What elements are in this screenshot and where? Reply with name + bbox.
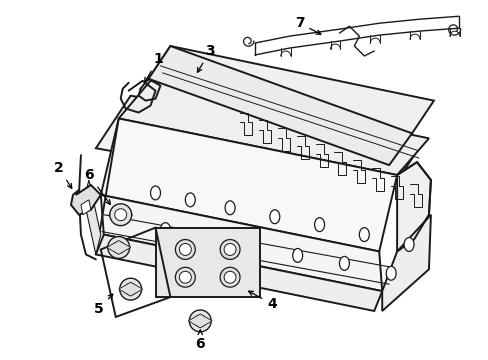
Polygon shape <box>81 200 91 215</box>
Ellipse shape <box>107 237 129 258</box>
Polygon shape <box>71 185 101 215</box>
Ellipse shape <box>175 267 195 287</box>
Ellipse shape <box>124 283 136 295</box>
Text: 4: 4 <box>248 291 276 311</box>
Ellipse shape <box>179 243 191 255</box>
Text: 2: 2 <box>54 161 72 188</box>
Ellipse shape <box>314 218 324 231</box>
Polygon shape <box>101 118 396 251</box>
Text: 5: 5 <box>94 294 113 316</box>
Ellipse shape <box>220 267 240 287</box>
Text: 6: 6 <box>195 330 204 351</box>
Text: 6: 6 <box>84 168 110 204</box>
Ellipse shape <box>224 271 236 283</box>
Ellipse shape <box>339 256 349 270</box>
Ellipse shape <box>269 210 279 224</box>
Text: 1: 1 <box>144 52 163 82</box>
Ellipse shape <box>175 239 195 260</box>
Ellipse shape <box>185 193 195 207</box>
Polygon shape <box>106 240 130 255</box>
Ellipse shape <box>160 223 170 237</box>
Polygon shape <box>148 46 433 133</box>
Polygon shape <box>382 215 430 311</box>
Polygon shape <box>84 180 101 255</box>
Ellipse shape <box>113 242 124 253</box>
Ellipse shape <box>292 248 302 262</box>
Polygon shape <box>148 46 411 165</box>
Polygon shape <box>96 235 382 311</box>
Ellipse shape <box>109 204 131 226</box>
Polygon shape <box>396 162 430 251</box>
Ellipse shape <box>194 315 206 327</box>
Ellipse shape <box>403 238 413 251</box>
Ellipse shape <box>386 266 395 280</box>
Ellipse shape <box>244 240 254 255</box>
Polygon shape <box>188 314 212 328</box>
Ellipse shape <box>179 271 191 283</box>
Polygon shape <box>119 282 142 296</box>
Polygon shape <box>101 195 382 291</box>
Ellipse shape <box>115 209 126 221</box>
Polygon shape <box>119 81 428 175</box>
Ellipse shape <box>150 186 160 200</box>
Text: 3: 3 <box>197 44 215 72</box>
Ellipse shape <box>359 228 368 242</box>
Polygon shape <box>96 96 418 200</box>
Polygon shape <box>108 208 132 222</box>
Ellipse shape <box>224 201 235 215</box>
Ellipse shape <box>120 278 142 300</box>
Ellipse shape <box>224 243 236 255</box>
Ellipse shape <box>220 239 240 260</box>
Text: 7: 7 <box>294 16 320 34</box>
Ellipse shape <box>189 310 211 332</box>
Polygon shape <box>155 228 260 297</box>
Ellipse shape <box>200 233 210 247</box>
